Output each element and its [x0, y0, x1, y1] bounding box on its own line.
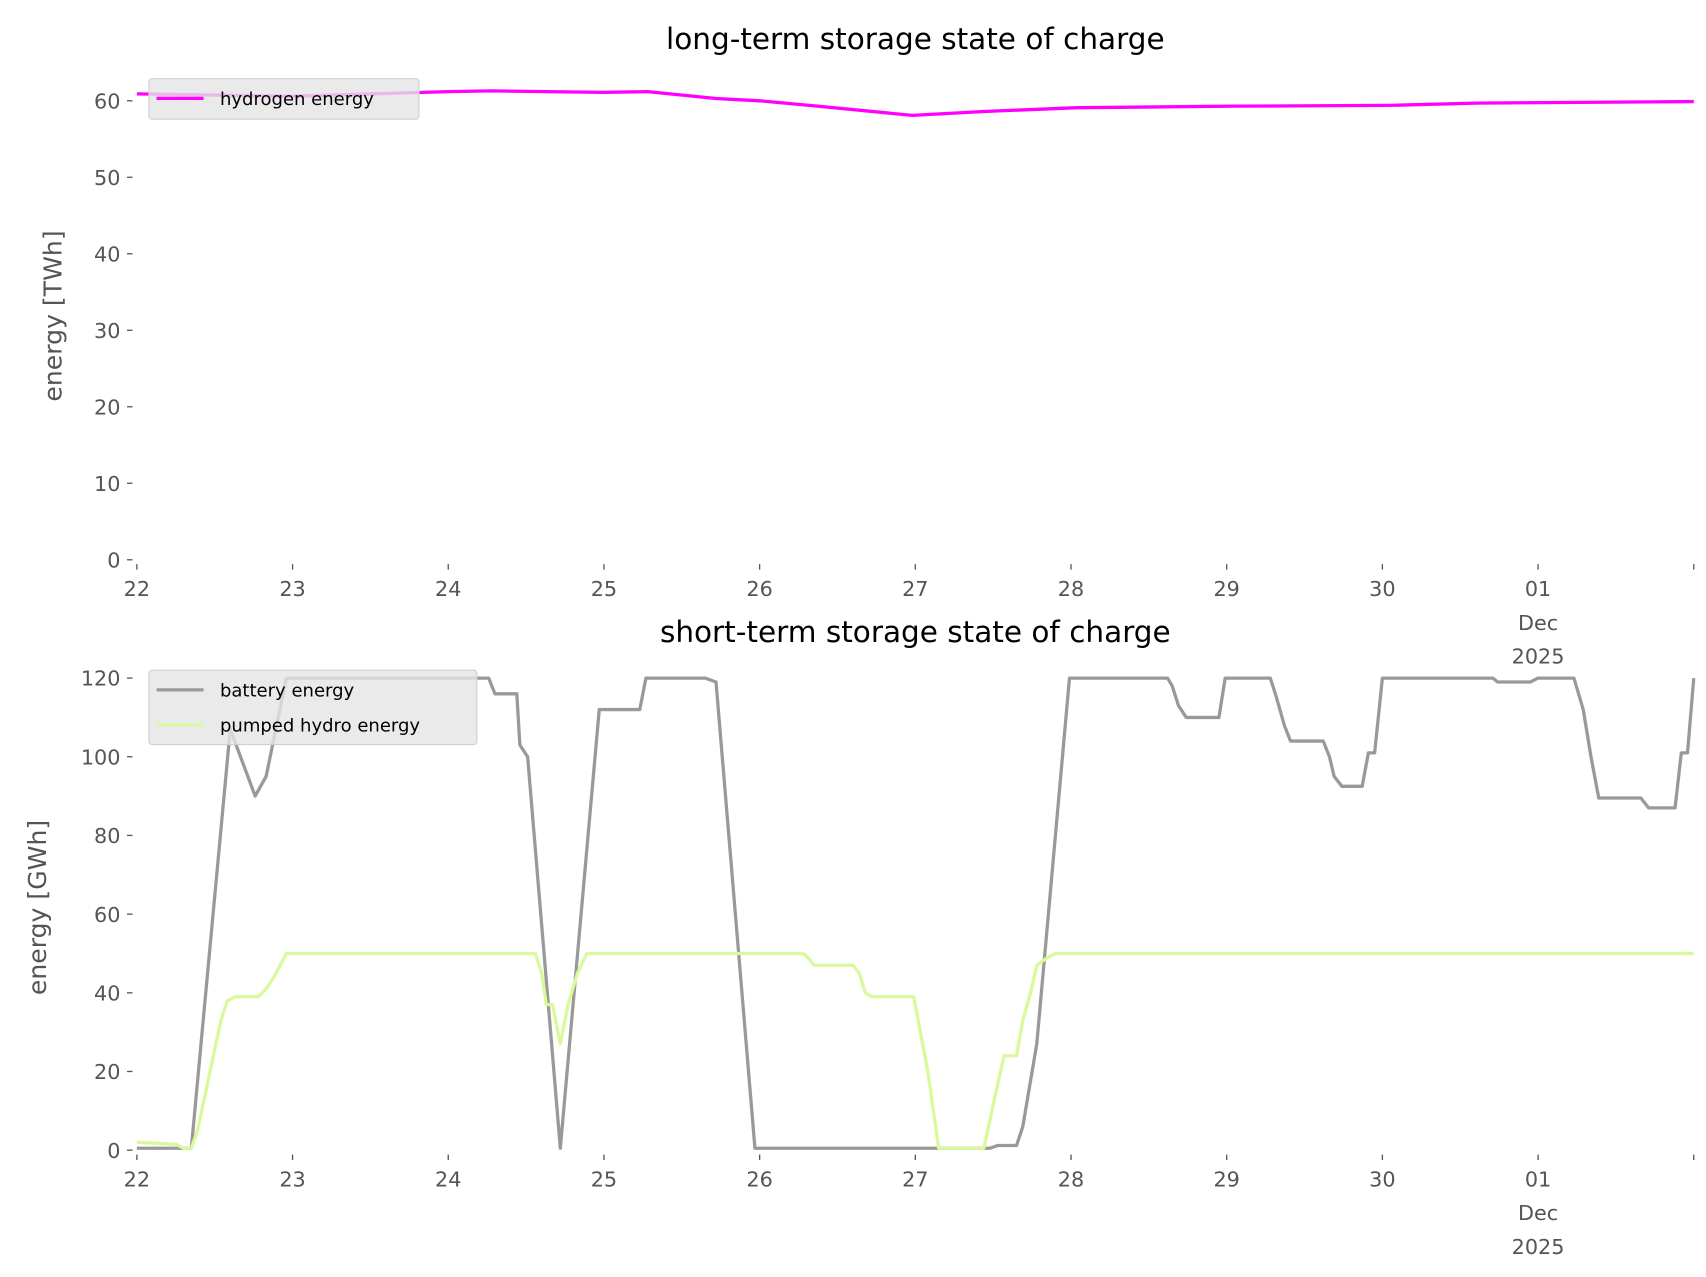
x-tick-label: 22	[124, 1167, 150, 1191]
y-tick-label: 0	[107, 1139, 120, 1163]
x-tick-label: 25	[591, 577, 617, 601]
y-tick-label: 10	[94, 472, 120, 496]
x-tick-label: Dec	[1518, 1201, 1558, 1225]
x-tick-label: 27	[902, 577, 928, 601]
y-tick-label: 120	[81, 667, 121, 691]
x-tick-label: 24	[435, 1167, 461, 1191]
pumped-hydro-energy-line	[136, 951, 1694, 1150]
y-tick-label: 40	[94, 242, 120, 266]
legend-box	[148, 669, 478, 746]
x-tick-label: 25	[591, 1167, 617, 1191]
x-tick-label: 26	[746, 1167, 772, 1191]
legend-label: pumped hydro energy	[220, 715, 420, 736]
top-y-axis-label: energy [TWh]	[38, 230, 67, 401]
bottom-axes: 0 20 40 60 80 100 120 22 23 24 25 26 27 28 29 30 01 Dec 20…	[81, 667, 1696, 1259]
x-tick-label: 29	[1213, 577, 1239, 601]
legend-box	[148, 78, 420, 120]
y-tick-label: 0	[107, 548, 120, 572]
y-tick-label: 60	[94, 89, 120, 113]
hydrogen-energy-line	[136, 89, 1694, 117]
x-tick-label: 30	[1369, 1167, 1395, 1191]
x-tick-label: 28	[1058, 1167, 1084, 1191]
y-tick-label: 80	[94, 824, 120, 848]
y-tick-label: 60	[94, 903, 120, 927]
x-tick-label: 01	[1525, 1167, 1551, 1191]
y-tick-label: 20	[94, 395, 120, 419]
x-tick-label: 30	[1369, 577, 1395, 601]
x-tick-label: 26	[746, 577, 772, 601]
bottom-chart-title: short-term storage state of charge	[660, 615, 1171, 649]
legend: battery energy pumped hydro energy	[148, 669, 478, 746]
x-tick-label: Dec	[1518, 611, 1558, 635]
bottom-y-axis-label: energy [GWh]	[23, 820, 52, 995]
top-chart-title: long-term storage state of charge	[666, 22, 1165, 56]
y-tick-label: 50	[94, 166, 120, 190]
y-tick-label: 20	[94, 1060, 120, 1084]
x-tick-label: 28	[1058, 577, 1084, 601]
legend: hydrogen energy	[148, 78, 420, 120]
x-tick-label: 23	[279, 1167, 305, 1191]
x-tick-label: 01	[1525, 577, 1551, 601]
legend-label: hydrogen energy	[220, 89, 374, 110]
x-tick-label: 27	[902, 1167, 928, 1191]
x-tick-label: 22	[124, 577, 150, 601]
y-tick-label: 40	[94, 981, 120, 1005]
x-tick-label: 23	[279, 577, 305, 601]
battery-energy-line	[136, 676, 1696, 1150]
x-tick-label: 2025	[1512, 645, 1565, 669]
x-tick-label: 24	[435, 577, 461, 601]
top-axes: 0 10 20 30 40 50 60 22 23 24 25 26 27 28 29 30 01 Dec 2025…	[94, 78, 1695, 669]
legend-label: battery energy	[220, 680, 355, 701]
y-tick-label: 30	[94, 319, 120, 343]
y-tick-label: 100	[81, 745, 121, 769]
x-tick-label: 2025	[1512, 1235, 1565, 1259]
x-tick-label: 29	[1213, 1167, 1239, 1191]
